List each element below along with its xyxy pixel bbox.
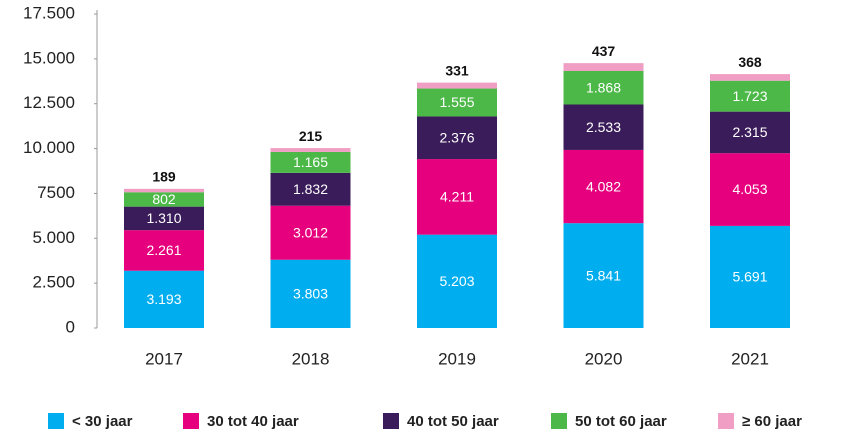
y-tick-label: 5.000 [32, 228, 75, 247]
y-tick-label: 7500 [37, 183, 75, 202]
data-label: 3.012 [293, 224, 328, 240]
bar-segment [124, 192, 204, 207]
data-label: 215 [299, 128, 323, 144]
bar-segment [270, 172, 351, 206]
data-label: 1.868 [586, 79, 621, 95]
bar-segment [124, 230, 204, 271]
bar-segment [270, 259, 351, 328]
x-tick-label: 2019 [438, 349, 476, 368]
bar-segment [710, 80, 790, 112]
y-tick-label: 0 [66, 317, 75, 336]
bar-segment [710, 225, 790, 328]
legend-label: 50 tot 60 jaar [575, 413, 667, 430]
data-label: 4.211 [440, 189, 474, 205]
data-label: 2.315 [732, 124, 767, 140]
data-label: 3.803 [293, 286, 328, 302]
legend-swatch [718, 413, 734, 429]
legend-label: 40 tot 50 jaar [407, 413, 499, 430]
bar-segment [417, 234, 497, 328]
legend-label: ≥ 60 jaar [742, 413, 802, 430]
data-label: 1.832 [293, 181, 328, 197]
data-label: 3.193 [146, 291, 181, 307]
legend-label: 30 tot 40 jaar [207, 413, 299, 430]
y-tick-label: 17.500 [23, 3, 75, 22]
bar-segment [124, 206, 204, 231]
y-tick-label: 12.500 [23, 93, 75, 112]
data-label: 1.723 [732, 88, 767, 104]
x-tick-label: 2018 [292, 349, 330, 368]
bar-segment [563, 63, 644, 71]
data-label: 331 [445, 62, 469, 78]
legend-swatch [383, 413, 399, 429]
legend-swatch [551, 413, 567, 429]
bar-segment [710, 74, 790, 81]
bar-segment [417, 88, 497, 117]
legend-swatch [183, 413, 199, 429]
bar-segment [124, 270, 204, 328]
bar-segment [563, 223, 644, 328]
y-tick-label: 2.500 [32, 273, 75, 292]
x-tick-label: 2017 [145, 349, 183, 368]
y-tick-label: 15.000 [23, 48, 75, 67]
data-label: 1.310 [146, 210, 181, 226]
bar-segment [270, 148, 351, 152]
bar-segment [710, 111, 790, 154]
data-label: 5.841 [586, 267, 621, 283]
data-label: 5.691 [732, 269, 767, 285]
x-tick-label: 2020 [585, 349, 623, 368]
data-label: 437 [592, 43, 616, 59]
x-tick-label: 2021 [731, 349, 769, 368]
bar-segment [270, 205, 351, 260]
bar-segment [417, 159, 497, 235]
data-label: 1.555 [439, 94, 474, 110]
bar-segment [563, 149, 644, 224]
data-label: 1.165 [293, 154, 328, 170]
bar-segment [563, 70, 644, 105]
data-label: 368 [738, 54, 762, 70]
bar-segment [710, 153, 790, 226]
bar-segment [270, 151, 351, 173]
legend-label: < 30 jaar [72, 413, 133, 430]
data-label: 2.533 [586, 119, 621, 135]
data-label: 5.203 [439, 273, 474, 289]
data-label: 189 [152, 169, 176, 185]
bar-segment [563, 104, 644, 150]
data-label: 2.376 [439, 129, 474, 145]
data-label: 4.082 [586, 178, 621, 194]
bar-segment [417, 82, 497, 89]
data-label: 802 [152, 191, 176, 207]
y-tick-label: 10.000 [23, 138, 75, 157]
data-label: 2.261 [146, 242, 181, 258]
bar-segment [124, 188, 204, 193]
data-label: 4.053 [732, 181, 767, 197]
bar-segment [417, 116, 497, 160]
legend-swatch [48, 413, 64, 429]
